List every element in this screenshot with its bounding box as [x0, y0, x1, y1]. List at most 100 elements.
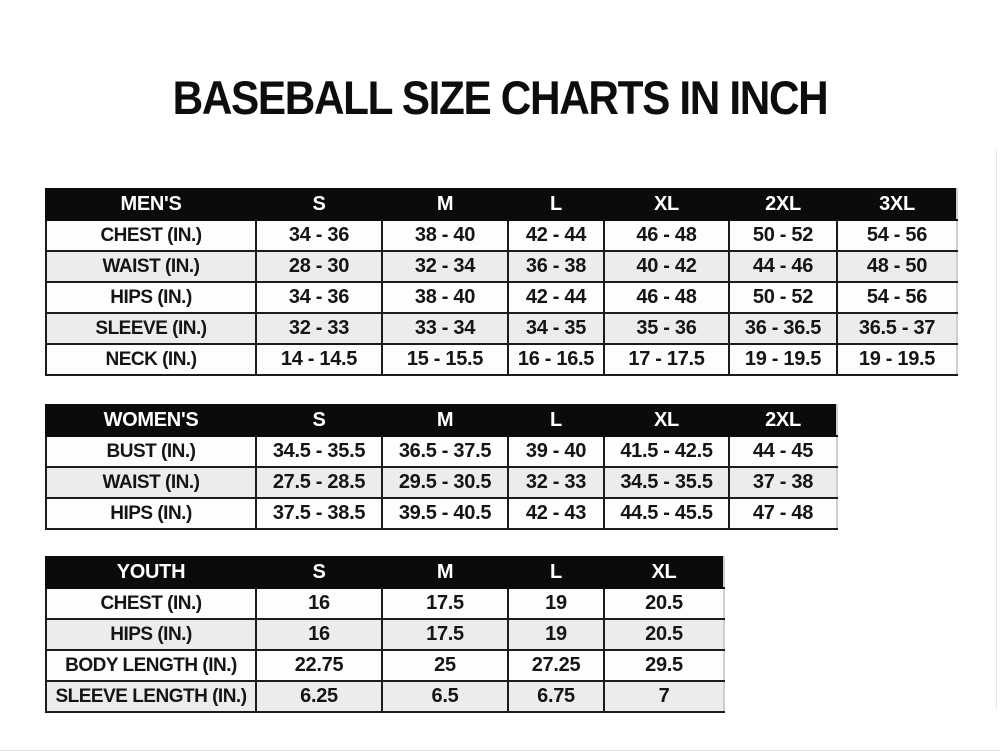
size-value-cell: 19 - 19.5 — [836, 343, 958, 376]
size-value-cell: 14 - 14.5 — [255, 343, 383, 376]
size-value-cell: 35 - 36 — [603, 312, 730, 345]
size-value-cell: 19 — [507, 618, 605, 651]
size-column-header: M — [381, 556, 509, 589]
measurement-label-cell: CHEST (IN.) — [45, 219, 257, 252]
size-column-header: M — [381, 404, 509, 437]
size-value-cell: 27.25 — [507, 649, 605, 682]
measurement-label-cell: WAIST (IN.) — [45, 466, 257, 499]
size-value-cell: 47 - 48 — [728, 497, 838, 530]
header-row: YOUTH S M L XL — [45, 556, 725, 589]
size-value-cell: 34 - 35 — [507, 312, 605, 345]
size-value-cell: 50 - 52 — [728, 219, 838, 252]
size-value-cell: 6.5 — [381, 680, 509, 713]
size-column-header: XL — [603, 188, 730, 221]
table-row: HIPS (IN.) 16 17.5 19 20.5 — [45, 618, 725, 651]
size-value-cell: 22.75 — [255, 649, 383, 682]
measurement-label-cell: NECK (IN.) — [45, 343, 257, 376]
size-value-cell: 42 - 44 — [507, 219, 605, 252]
size-value-cell: 54 - 56 — [836, 281, 958, 314]
size-value-cell: 42 - 43 — [507, 497, 605, 530]
size-column-header: XL — [603, 556, 725, 589]
size-value-cell: 36 - 38 — [507, 250, 605, 283]
size-value-cell: 39.5 - 40.5 — [381, 497, 509, 530]
size-value-cell: 29.5 — [603, 649, 725, 682]
size-value-cell: 7 — [603, 680, 725, 713]
table-title-cell: WOMEN'S — [45, 404, 257, 437]
size-value-cell: 28 - 30 — [255, 250, 383, 283]
size-value-cell: 25 — [381, 649, 509, 682]
size-value-cell: 16 - 16.5 — [507, 343, 605, 376]
size-value-cell: 36 - 36.5 — [728, 312, 838, 345]
size-value-cell: 34.5 - 35.5 — [255, 435, 383, 468]
header-row: MEN'S S M L XL 2XL 3XL — [45, 188, 958, 221]
size-value-cell: 48 - 50 — [836, 250, 958, 283]
size-value-cell: 39 - 40 — [507, 435, 605, 468]
size-value-cell: 54 - 56 — [836, 219, 958, 252]
size-column-header: 2XL — [728, 404, 838, 437]
measurement-label-cell: SLEEVE LENGTH (IN.) — [45, 680, 257, 713]
size-value-cell: 44.5 - 45.5 — [603, 497, 730, 530]
size-column-header: XL — [603, 404, 730, 437]
scan-artifact-bottom-line — [0, 750, 1000, 751]
table-row: BUST (IN.) 34.5 - 35.5 36.5 - 37.5 39 - 40 4… — [45, 435, 838, 468]
header-row: WOMEN'S S M L XL 2XL — [45, 404, 838, 437]
measurement-label-cell: BODY LENGTH (IN.) — [45, 649, 257, 682]
measurement-label-cell: HIPS (IN.) — [45, 281, 257, 314]
size-value-cell: 37.5 - 38.5 — [255, 497, 383, 530]
size-value-cell: 29.5 - 30.5 — [381, 466, 509, 499]
size-value-cell: 17.5 — [381, 618, 509, 651]
size-column-header: S — [255, 556, 383, 589]
table-row: HIPS (IN.) 34 - 36 38 - 40 42 - 44 46 - 48 50… — [45, 281, 958, 314]
size-column-header: M — [381, 188, 509, 221]
size-value-cell: 32 - 33 — [507, 466, 605, 499]
size-value-cell: 17 - 17.5 — [603, 343, 730, 376]
size-column-header: L — [507, 556, 605, 589]
measurement-label-cell: WAIST (IN.) — [45, 250, 257, 283]
size-value-cell: 19 - 19.5 — [728, 343, 838, 376]
size-value-cell: 34 - 36 — [255, 281, 383, 314]
table-row: BODY LENGTH (IN.) 22.75 25 27.25 29.5 — [45, 649, 725, 682]
size-value-cell: 44 - 45 — [728, 435, 838, 468]
page-title: BASEBALL SIZE CHARTS IN INCH — [172, 71, 829, 124]
size-value-cell: 6.75 — [507, 680, 605, 713]
size-value-cell: 50 - 52 — [728, 281, 838, 314]
size-value-cell: 6.25 — [255, 680, 383, 713]
table-row: HIPS (IN.) 37.5 - 38.5 39.5 - 40.5 42 - 43 4… — [45, 497, 838, 530]
size-value-cell: 46 - 48 — [603, 281, 730, 314]
size-value-cell: 32 - 33 — [255, 312, 383, 345]
size-value-cell: 44 - 46 — [728, 250, 838, 283]
size-column-header: 3XL — [836, 188, 958, 221]
size-value-cell: 19 — [507, 587, 605, 620]
measurement-label-cell: BUST (IN.) — [45, 435, 257, 468]
size-value-cell: 36.5 - 37.5 — [381, 435, 509, 468]
size-value-cell: 15 - 15.5 — [381, 343, 509, 376]
size-column-header: 2XL — [728, 188, 838, 221]
size-column-header: L — [507, 404, 605, 437]
size-value-cell: 37 - 38 — [728, 466, 838, 499]
size-value-cell: 41.5 - 42.5 — [603, 435, 730, 468]
table-title-cell: YOUTH — [45, 556, 257, 589]
size-value-cell: 20.5 — [603, 587, 725, 620]
measurement-label-cell: HIPS (IN.) — [45, 497, 257, 530]
scan-artifact-right-line — [996, 150, 997, 710]
size-value-cell: 34 - 36 — [255, 219, 383, 252]
table-row: WAIST (IN.) 27.5 - 28.5 29.5 - 30.5 32 - 33… — [45, 466, 838, 499]
table-row: WAIST (IN.) 28 - 30 32 - 34 36 - 38 40 - 42 4… — [45, 250, 958, 283]
size-value-cell: 16 — [255, 618, 383, 651]
table-title-cell: MEN'S — [45, 188, 257, 221]
mens-size-table: MEN'S S M L XL 2XL 3XL CHEST (IN.) 34 - 36 38 - 4… — [45, 188, 958, 376]
table-row: CHEST (IN.) 34 - 36 38 - 40 42 - 44 46 - 48 5… — [45, 219, 958, 252]
size-column-header: S — [255, 404, 383, 437]
size-value-cell: 20.5 — [603, 618, 725, 651]
size-value-cell: 33 - 34 — [381, 312, 509, 345]
size-value-cell: 38 - 40 — [381, 281, 509, 314]
size-value-cell: 38 - 40 — [381, 219, 509, 252]
size-column-header: S — [255, 188, 383, 221]
table-row: CHEST (IN.) 16 17.5 19 20.5 — [45, 587, 725, 620]
womens-size-table: WOMEN'S S M L XL 2XL BUST (IN.) 34.5 - 35.5 36.5… — [45, 404, 838, 530]
size-value-cell: 32 - 34 — [381, 250, 509, 283]
youth-size-table: YOUTH S M L XL CHEST (IN.) 16 17.5 19 20.5 HIPS (I… — [45, 556, 725, 713]
size-value-cell: 42 - 44 — [507, 281, 605, 314]
size-value-cell: 46 - 48 — [603, 219, 730, 252]
